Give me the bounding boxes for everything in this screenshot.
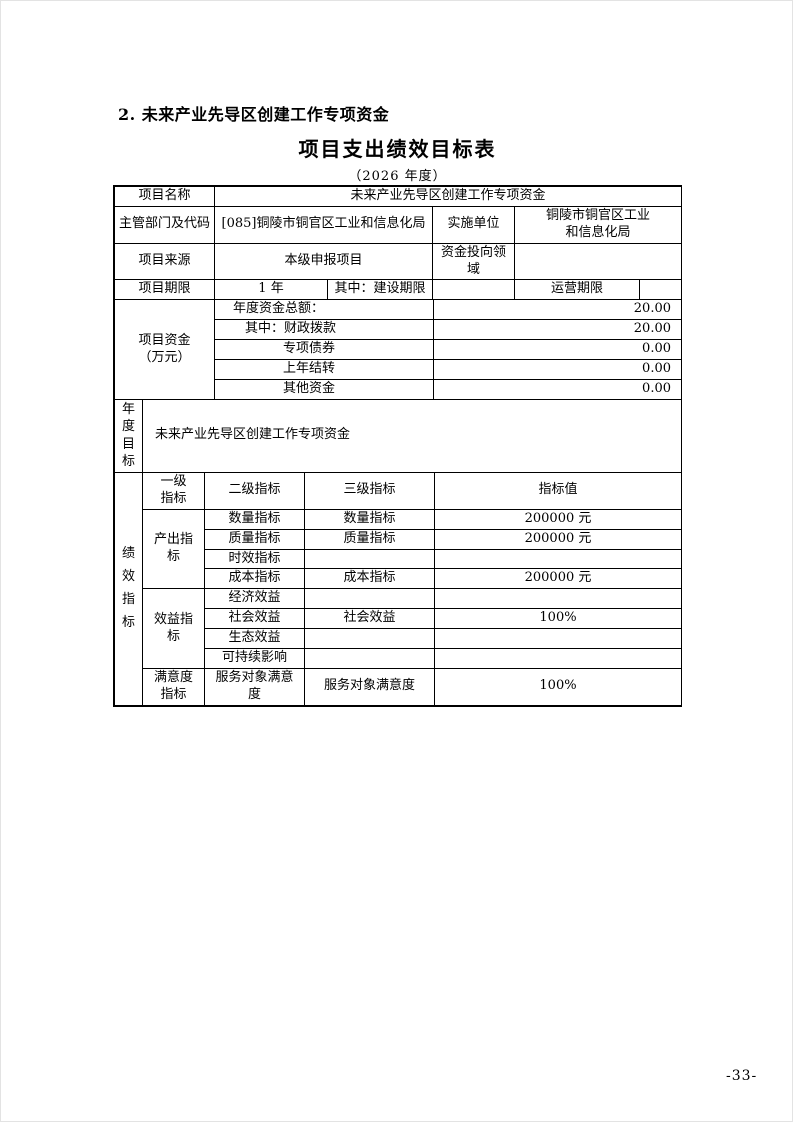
impl-unit-label: 实施单位 bbox=[432, 205, 515, 244]
indicator-value: 200000 元 bbox=[434, 508, 682, 530]
operate-period-value bbox=[638, 279, 683, 301]
fund-field-label: 资金投向领域 bbox=[432, 242, 515, 281]
benefit-group-label: 效益指 标 bbox=[142, 588, 205, 669]
page-number: -33- bbox=[726, 1068, 758, 1084]
table-title: 项目支出绩效目标表 bbox=[298, 137, 497, 161]
indicator-row: 生态效益 bbox=[115, 628, 682, 649]
indicator-level2: 可持续影响 bbox=[204, 648, 305, 669]
header-level1: 一级 指标 bbox=[142, 471, 205, 510]
indicator-row: 产出指 标 数量指标 数量指标 200000 元 bbox=[115, 508, 682, 590]
fund-total-value: 20.00 bbox=[433, 299, 682, 321]
indicator-level3: 服务对象满意度 bbox=[304, 667, 435, 706]
header-level2: 二级指标 bbox=[204, 471, 305, 510]
indicator-level3: 质量指标 bbox=[304, 528, 435, 550]
indicator-value bbox=[434, 628, 682, 649]
table-subtitle: （2026 年度） bbox=[348, 169, 447, 184]
indicator-level2: 社会效益 bbox=[204, 608, 305, 630]
indicator-level3 bbox=[304, 648, 435, 669]
indicator-level3 bbox=[304, 628, 435, 649]
table-row: 主管部门及代码 [085]铜陵市铜官区工业和信息化局 实施单位 铜陵市铜官区工业… bbox=[114, 205, 683, 244]
table-row: 项目来源 本级申报项目 资金投向领域 bbox=[114, 242, 683, 281]
indicator-level3: 数量指标 bbox=[304, 508, 435, 530]
project-source-value: 本级申报项目 bbox=[214, 242, 433, 281]
fund-carryover-value: 0.00 bbox=[433, 359, 682, 380]
indicator-row: 质量指标 质量指标 200000 元 bbox=[115, 528, 682, 550]
indicator-row: 可持续影响 bbox=[115, 648, 682, 669]
indicator-value: 100% bbox=[434, 608, 682, 630]
indicator-level2: 质量指标 bbox=[204, 528, 305, 550]
operate-period-label: 运营期限 bbox=[514, 279, 640, 301]
build-period-label: 其中：建设期限 bbox=[327, 279, 433, 301]
basic-info-table: 项目名称 未来产业先导区创建工作专项资金 主管部门及代码 [085]铜陵市铜官区… bbox=[114, 186, 683, 301]
indicator-row: 社会效益 社会效益 100% bbox=[115, 608, 682, 630]
annual-goal-table: 年 度 目 标 未来产业先导区创建工作专项资金 bbox=[114, 398, 682, 473]
dept-code-value: [085]铜陵市铜官区工业和信息化局 bbox=[214, 205, 433, 244]
project-period-value: 1 年 bbox=[214, 279, 328, 301]
fund-other-value: 0.00 bbox=[433, 378, 682, 400]
section-heading: 2. 未来产业先导区创建工作专项资金 bbox=[118, 105, 390, 124]
table-row: 项目资金 （万元） 年度资金总额： 20.00 bbox=[114, 299, 682, 400]
header-level3: 三级指标 bbox=[304, 471, 435, 510]
indicator-value: 200000 元 bbox=[434, 568, 682, 590]
table-row: 项目名称 未来产业先导区创建工作专项资金 bbox=[114, 186, 683, 207]
fund-carryover-label: 上年结转 bbox=[214, 359, 434, 380]
indicator-level3 bbox=[304, 588, 435, 610]
performance-target-table: 项目名称 未来产业先导区创建工作专项资金 主管部门及代码 [085]铜陵市铜官区… bbox=[114, 186, 683, 706]
satisfaction-group-label: 满意度 指标 bbox=[142, 667, 205, 706]
header-value: 指标值 bbox=[434, 471, 682, 510]
indicator-level2: 成本指标 bbox=[204, 568, 305, 590]
indicator-level3 bbox=[304, 548, 435, 570]
indicator-value bbox=[434, 648, 682, 669]
indicators-table: 绩 效 指 标 一级 指标 二级指标 三级指标 指标值 产出指 标 数量指标 数… bbox=[114, 471, 682, 706]
dept-code-label: 主管部门及代码 bbox=[114, 205, 215, 244]
project-name-value: 未来产业先导区创建工作专项资金 bbox=[213, 186, 683, 207]
title-block: 项目支出绩效目标表 （2026 年度） bbox=[114, 133, 681, 184]
indicator-row: 效益指 标 经济效益 bbox=[115, 588, 682, 669]
annual-goal-text: 未来产业先导区创建工作专项资金 bbox=[142, 398, 682, 473]
indicators-side-label: 绩 效 指 标 bbox=[114, 471, 143, 706]
indicator-level2: 服务对象满意 度 bbox=[204, 667, 305, 706]
build-period-value bbox=[432, 279, 515, 301]
indicator-row: 满意度 指标 服务对象满意 度 服务对象满意度 100% bbox=[115, 667, 682, 706]
fund-total-label: 年度资金总额： bbox=[214, 299, 434, 321]
indicator-level3: 成本指标 bbox=[304, 568, 435, 590]
fund-other-label: 其他资金 bbox=[214, 378, 434, 400]
table-row: 年 度 目 标 未来产业先导区创建工作专项资金 bbox=[114, 398, 682, 473]
indicator-value bbox=[434, 548, 682, 570]
indicator-value: 200000 元 bbox=[434, 528, 682, 550]
indicator-value bbox=[434, 588, 682, 610]
indicator-level2: 数量指标 bbox=[204, 508, 305, 530]
indicator-row: 时效指标 bbox=[115, 548, 682, 570]
project-source-label: 项目来源 bbox=[114, 242, 215, 281]
fund-bond-label: 专项债券 bbox=[214, 339, 434, 361]
fund-fiscal-value: 20.00 bbox=[433, 319, 682, 341]
indicator-row: 成本指标 成本指标 200000 元 bbox=[115, 568, 682, 590]
indicator-level2: 时效指标 bbox=[204, 548, 305, 570]
project-period-label: 项目期限 bbox=[114, 279, 215, 301]
fund-fiscal-label: 其中：财政拨款 bbox=[214, 319, 434, 341]
indicator-level2: 生态效益 bbox=[204, 628, 305, 649]
fund-bond-value: 0.00 bbox=[433, 339, 682, 361]
funds-group-label: 项目资金 （万元） bbox=[114, 299, 215, 400]
table-row: 项目期限 1 年 其中：建设期限 运营期限 bbox=[114, 279, 683, 301]
indicator-value: 100% bbox=[434, 667, 682, 706]
indicator-header-row: 绩 效 指 标 一级 指标 二级指标 三级指标 指标值 bbox=[114, 471, 682, 706]
project-name-label: 项目名称 bbox=[114, 186, 215, 207]
fund-field-value bbox=[513, 242, 683, 281]
output-group-label: 产出指 标 bbox=[142, 508, 205, 590]
indicator-level3: 社会效益 bbox=[304, 608, 435, 630]
table-row: 上年结转 0.00 bbox=[115, 359, 682, 380]
annual-goal-label: 年 度 目 标 bbox=[114, 398, 143, 473]
impl-unit-value: 铜陵市铜官区工业 和信息化局 bbox=[513, 205, 683, 244]
indicator-level2: 经济效益 bbox=[204, 588, 305, 610]
project-funds-table: 项目资金 （万元） 年度资金总额： 20.00 其中：财政拨款 20.00 专项… bbox=[114, 299, 682, 400]
